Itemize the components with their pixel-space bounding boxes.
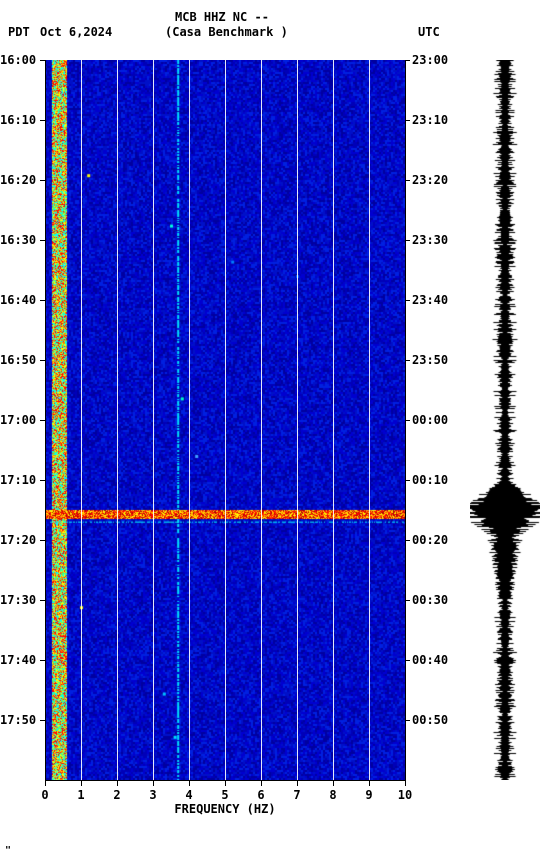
x-tick-label: 6	[257, 788, 264, 802]
left-time-tick: 17:50	[0, 713, 36, 727]
right-tick-mark	[405, 360, 410, 361]
right-tick-mark	[405, 600, 410, 601]
x-tick-mark	[45, 780, 46, 786]
left-tick-mark	[40, 60, 45, 61]
right-time-tick: 00:30	[412, 593, 448, 607]
x-tick-mark	[153, 780, 154, 786]
right-timezone-label: UTC	[418, 25, 440, 39]
x-tick-label: 1	[77, 788, 84, 802]
right-tick-mark	[405, 60, 410, 61]
left-tick-mark	[40, 660, 45, 661]
vertical-gridline	[369, 60, 370, 780]
left-tick-mark	[40, 420, 45, 421]
x-tick-label: 5	[221, 788, 228, 802]
right-time-tick: 23:30	[412, 233, 448, 247]
right-tick-mark	[405, 420, 410, 421]
right-time-tick: 00:40	[412, 653, 448, 667]
right-time-tick: 00:10	[412, 473, 448, 487]
vertical-gridline	[297, 60, 298, 780]
left-tick-mark	[40, 240, 45, 241]
y-axis-left-line	[45, 60, 46, 780]
vertical-gridline	[153, 60, 154, 780]
footer-mark: "	[5, 845, 11, 856]
x-tick-label: 4	[185, 788, 192, 802]
x-axis-label: FREQUENCY (HZ)	[174, 802, 275, 816]
left-tick-mark	[40, 120, 45, 121]
left-tick-mark	[40, 480, 45, 481]
right-time-tick: 23:50	[412, 353, 448, 367]
right-tick-mark	[405, 540, 410, 541]
x-tick-label: 9	[365, 788, 372, 802]
left-time-tick: 16:40	[0, 293, 36, 307]
vertical-gridline	[261, 60, 262, 780]
right-time-tick: 00:50	[412, 713, 448, 727]
right-tick-mark	[405, 240, 410, 241]
waveform-canvas	[470, 60, 540, 780]
left-time-tick: 16:10	[0, 113, 36, 127]
left-time-tick: 16:30	[0, 233, 36, 247]
left-tick-mark	[40, 360, 45, 361]
right-time-tick: 23:10	[412, 113, 448, 127]
right-tick-mark	[405, 180, 410, 181]
x-tick-mark	[369, 780, 370, 786]
x-tick-label: 7	[293, 788, 300, 802]
x-tick-mark	[333, 780, 334, 786]
vertical-gridline	[333, 60, 334, 780]
x-tick-mark	[405, 780, 406, 786]
x-tick-label: 0	[41, 788, 48, 802]
x-tick-label: 10	[398, 788, 412, 802]
vertical-gridline	[117, 60, 118, 780]
vertical-gridline	[225, 60, 226, 780]
left-timezone-label: PDT	[8, 25, 30, 39]
x-tick-label: 2	[113, 788, 120, 802]
x-tick-label: 3	[149, 788, 156, 802]
x-tick-label: 8	[329, 788, 336, 802]
left-time-tick: 17:40	[0, 653, 36, 667]
left-tick-mark	[40, 540, 45, 541]
left-tick-mark	[40, 180, 45, 181]
x-tick-mark	[297, 780, 298, 786]
right-time-tick: 00:00	[412, 413, 448, 427]
right-time-tick: 23:40	[412, 293, 448, 307]
left-time-tick: 17:30	[0, 593, 36, 607]
right-tick-mark	[405, 300, 410, 301]
station-title-line2: (Casa Benchmark )	[165, 25, 288, 39]
x-tick-mark	[225, 780, 226, 786]
x-tick-mark	[117, 780, 118, 786]
waveform-panel	[470, 60, 540, 780]
left-time-tick: 17:00	[0, 413, 36, 427]
x-tick-mark	[81, 780, 82, 786]
date-label: Oct 6,2024	[40, 25, 112, 39]
left-tick-mark	[40, 720, 45, 721]
x-tick-mark	[261, 780, 262, 786]
left-tick-mark	[40, 600, 45, 601]
right-time-tick: 23:20	[412, 173, 448, 187]
left-time-tick: 16:50	[0, 353, 36, 367]
right-tick-mark	[405, 120, 410, 121]
right-time-tick: 23:00	[412, 53, 448, 67]
right-time-tick: 00:20	[412, 533, 448, 547]
station-title-line1: MCB HHZ NC --	[175, 10, 269, 24]
vertical-gridline	[189, 60, 190, 780]
right-tick-mark	[405, 720, 410, 721]
spectrogram-plot	[45, 60, 405, 780]
left-time-tick: 16:00	[0, 53, 36, 67]
vertical-gridline	[81, 60, 82, 780]
left-time-tick: 17:20	[0, 533, 36, 547]
left-time-tick: 17:10	[0, 473, 36, 487]
right-tick-mark	[405, 480, 410, 481]
right-tick-mark	[405, 660, 410, 661]
left-time-tick: 16:20	[0, 173, 36, 187]
left-tick-mark	[40, 300, 45, 301]
x-tick-mark	[189, 780, 190, 786]
